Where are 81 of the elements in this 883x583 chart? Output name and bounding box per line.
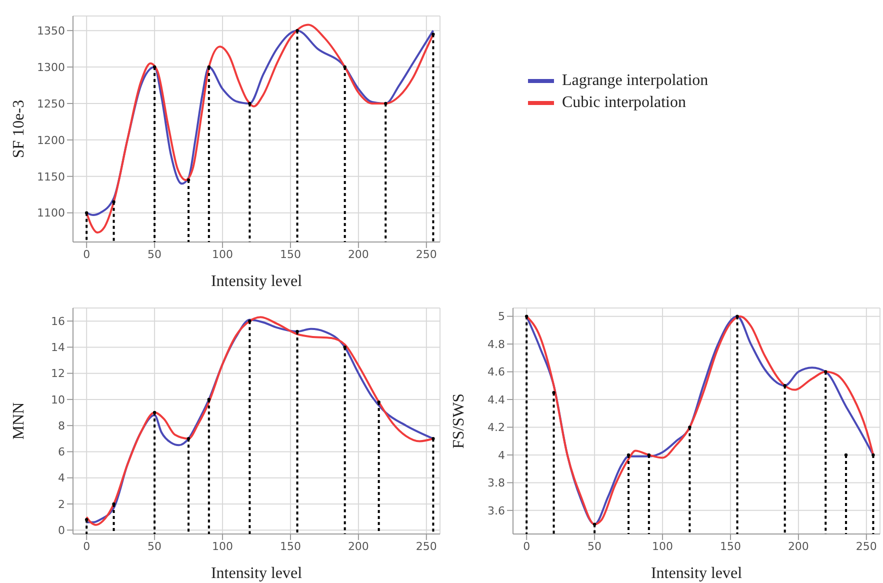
y-tick-label: 4 (58, 472, 65, 485)
x-tick-label: 250 (416, 248, 437, 261)
line-series (526, 315, 874, 526)
point (186, 178, 190, 182)
point (186, 437, 190, 440)
y-tick-label: 1150 (37, 170, 65, 184)
x-tick-label: 50 (148, 248, 162, 261)
x-tick-label: 200 (348, 540, 369, 553)
point (647, 453, 651, 457)
point (626, 453, 630, 457)
point (152, 65, 156, 69)
point (112, 502, 116, 506)
y-tick-label: 3.8 (488, 476, 505, 490)
point (112, 200, 116, 204)
x-tick-label: 150 (280, 540, 301, 553)
y-tick-label: 6 (58, 446, 65, 459)
point (152, 410, 156, 414)
point (296, 28, 299, 32)
y-tick-label: 4.6 (488, 366, 505, 379)
legend-label: Cubic interpolation (562, 94, 686, 112)
point (432, 437, 435, 440)
x-axis-title: Intensity level (210, 565, 303, 582)
point (84, 518, 88, 522)
point (736, 314, 739, 318)
point (84, 211, 88, 214)
point (872, 453, 875, 457)
x-tick-label: 200 (788, 540, 809, 553)
x-axis-title: Intensity level (210, 273, 303, 290)
x-tick-label: 100 (212, 540, 234, 553)
y-axis-title: MNN (10, 402, 28, 440)
point (592, 522, 596, 526)
y-tick-label: 4 (498, 448, 505, 462)
y-tick-label: 4.2 (488, 421, 505, 434)
y-tick-label: 5 (498, 310, 505, 324)
y-tick-label: 16 (51, 314, 65, 328)
y-tick-label: 2 (58, 498, 65, 511)
x-tick-label: 250 (416, 540, 437, 553)
point (432, 32, 435, 36)
y-tick-label: 1350 (37, 24, 65, 38)
y-tick-label: 4.8 (488, 338, 505, 351)
y-tick-label: 4.4 (488, 393, 505, 406)
point (552, 390, 556, 394)
point (377, 400, 380, 404)
x-tick-label: 100 (652, 540, 674, 553)
y-tick-label: 1300 (37, 60, 65, 74)
x-tick-label: 100 (212, 248, 234, 261)
x-tick-label: 150 (720, 540, 741, 553)
point (384, 102, 388, 106)
x-tick-label: 0 (523, 540, 530, 553)
point (844, 453, 848, 457)
point (343, 346, 346, 349)
y-tick-label: 1200 (37, 134, 65, 147)
y-tick-label: 1100 (37, 206, 65, 220)
y-axis-title: FS/SWS (450, 393, 468, 449)
point (248, 102, 252, 106)
x-tick-label: 250 (856, 540, 877, 553)
point (207, 398, 211, 402)
point (524, 314, 528, 318)
x-axis-title: Intensity level (650, 565, 743, 582)
y-tick-label: 0 (58, 524, 65, 537)
y-tick-label: 3.6 (488, 504, 505, 518)
point (688, 426, 692, 429)
y-tick-label: 8 (58, 419, 65, 432)
x-tick-label: 50 (148, 540, 162, 553)
y-tick-label: 1250 (37, 97, 65, 110)
point (207, 65, 211, 69)
x-tick-label: 200 (348, 248, 369, 261)
point (824, 370, 828, 374)
x-tick-label: 50 (588, 540, 602, 553)
point (248, 319, 252, 323)
y-tick-label: 14 (51, 341, 65, 354)
point (343, 65, 346, 69)
y-tick-label: 12 (51, 367, 65, 380)
point (296, 330, 299, 334)
point (783, 384, 786, 388)
x-tick-label: 0 (83, 248, 90, 261)
legend-label: Lagrange interpolation (562, 72, 708, 90)
y-tick-label: 10 (51, 393, 65, 406)
x-tick-label: 150 (280, 248, 301, 261)
x-tick-label: 0 (83, 540, 90, 553)
y-axis-title: SF 10e-3 (10, 100, 28, 158)
